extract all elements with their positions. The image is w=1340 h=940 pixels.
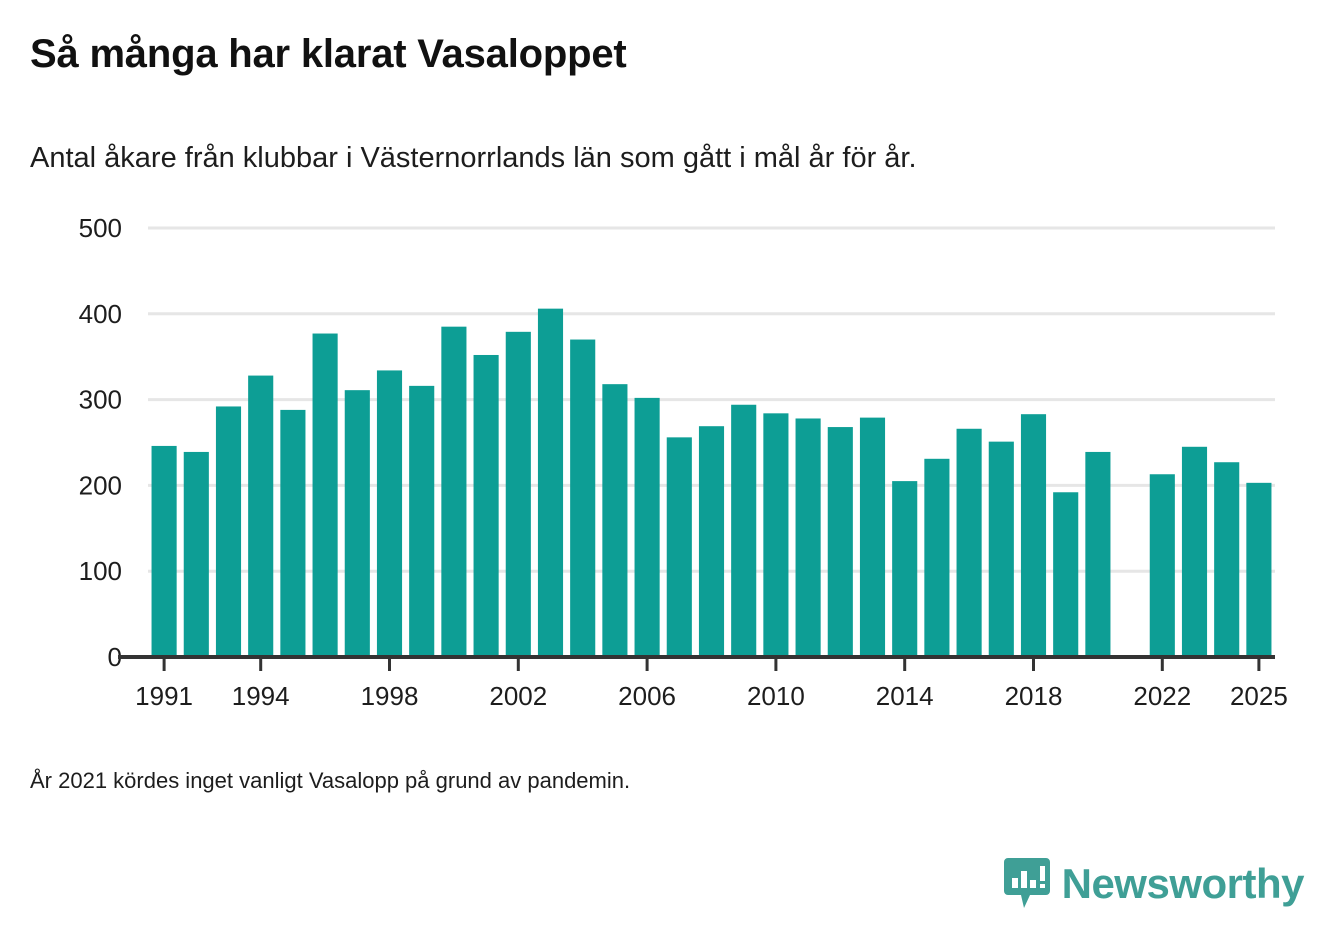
x-axis-tick-label: 2014 (876, 681, 934, 711)
y-axis-tick-label: 0 (108, 642, 122, 672)
x-axis-tick-label: 1998 (361, 681, 419, 711)
bar[interactable] (859, 417, 886, 657)
bar-chart: 0 100 200 300 400 500 1991 1994 1998 2002 2006 2010… (0, 200, 1340, 720)
bar[interactable] (1214, 462, 1240, 657)
bar[interactable] (183, 451, 209, 657)
bar[interactable] (698, 426, 725, 657)
x-axis-tick-label: 2018 (1005, 681, 1063, 711)
bar[interactable] (956, 428, 982, 657)
x-axis-tick-label: 2022 (1133, 681, 1191, 711)
bar[interactable] (1053, 492, 1079, 657)
bar[interactable] (280, 409, 306, 657)
bar[interactable] (215, 406, 242, 657)
bar[interactable] (537, 308, 564, 657)
bar[interactable] (892, 481, 918, 657)
bar[interactable] (1149, 474, 1175, 657)
bar[interactable] (827, 427, 853, 657)
bar[interactable] (731, 404, 757, 657)
x-axis-tick-label: 1994 (232, 681, 290, 711)
x-axis-tick-label: 2002 (489, 681, 547, 711)
bar[interactable] (248, 375, 274, 657)
y-axis-tick-label: 300 (79, 385, 122, 415)
x-axis-tick-label: 2025 (1230, 681, 1288, 711)
y-axis-tick-label: 500 (79, 213, 122, 243)
bar[interactable] (1246, 482, 1272, 657)
bar[interactable] (505, 331, 531, 657)
y-axis-tick-label: 100 (79, 556, 122, 586)
bar-chart-speech-bubble-icon (1003, 858, 1050, 908)
newsworthy-logo-text: Newsworthy (1061, 860, 1305, 907)
y-axis-tick-label: 200 (79, 470, 122, 500)
y-axis-tick-label: 400 (79, 299, 122, 329)
chart-footnote: År 2021 kördes inget vanligt Vasalopp på… (30, 768, 631, 793)
x-axis-tick-label: 1991 (135, 681, 193, 711)
bar[interactable] (763, 413, 789, 657)
bar[interactable] (1020, 414, 1047, 657)
bar[interactable] (344, 390, 370, 657)
bar[interactable] (1085, 451, 1111, 657)
page-subtitle: Antal åkare från klubbar i Västernorrlan… (30, 142, 917, 174)
bar[interactable] (441, 326, 467, 657)
page-title: Så många har klarat Vasaloppet (30, 32, 627, 76)
bar[interactable] (602, 384, 628, 657)
bar-chart-svg: 0 100 200 300 400 500 1991 1994 1998 2002 2006 2010… (79, 213, 1288, 711)
bar[interactable] (666, 437, 692, 657)
bar[interactable] (312, 333, 338, 657)
bar[interactable] (570, 339, 596, 657)
newsworthy-logo[interactable]: Newsworthy (1003, 858, 1305, 910)
bar[interactable] (151, 445, 177, 657)
x-axis-tick-label: 2010 (747, 681, 805, 711)
bar[interactable] (795, 418, 821, 657)
bar[interactable] (634, 397, 660, 657)
bar[interactable] (376, 370, 403, 657)
bar[interactable] (1181, 446, 1208, 657)
bar[interactable] (924, 458, 950, 657)
bar[interactable] (473, 354, 499, 657)
bar[interactable] (409, 385, 435, 657)
x-axis-tick-label: 2006 (618, 681, 676, 711)
bar[interactable] (988, 441, 1014, 657)
